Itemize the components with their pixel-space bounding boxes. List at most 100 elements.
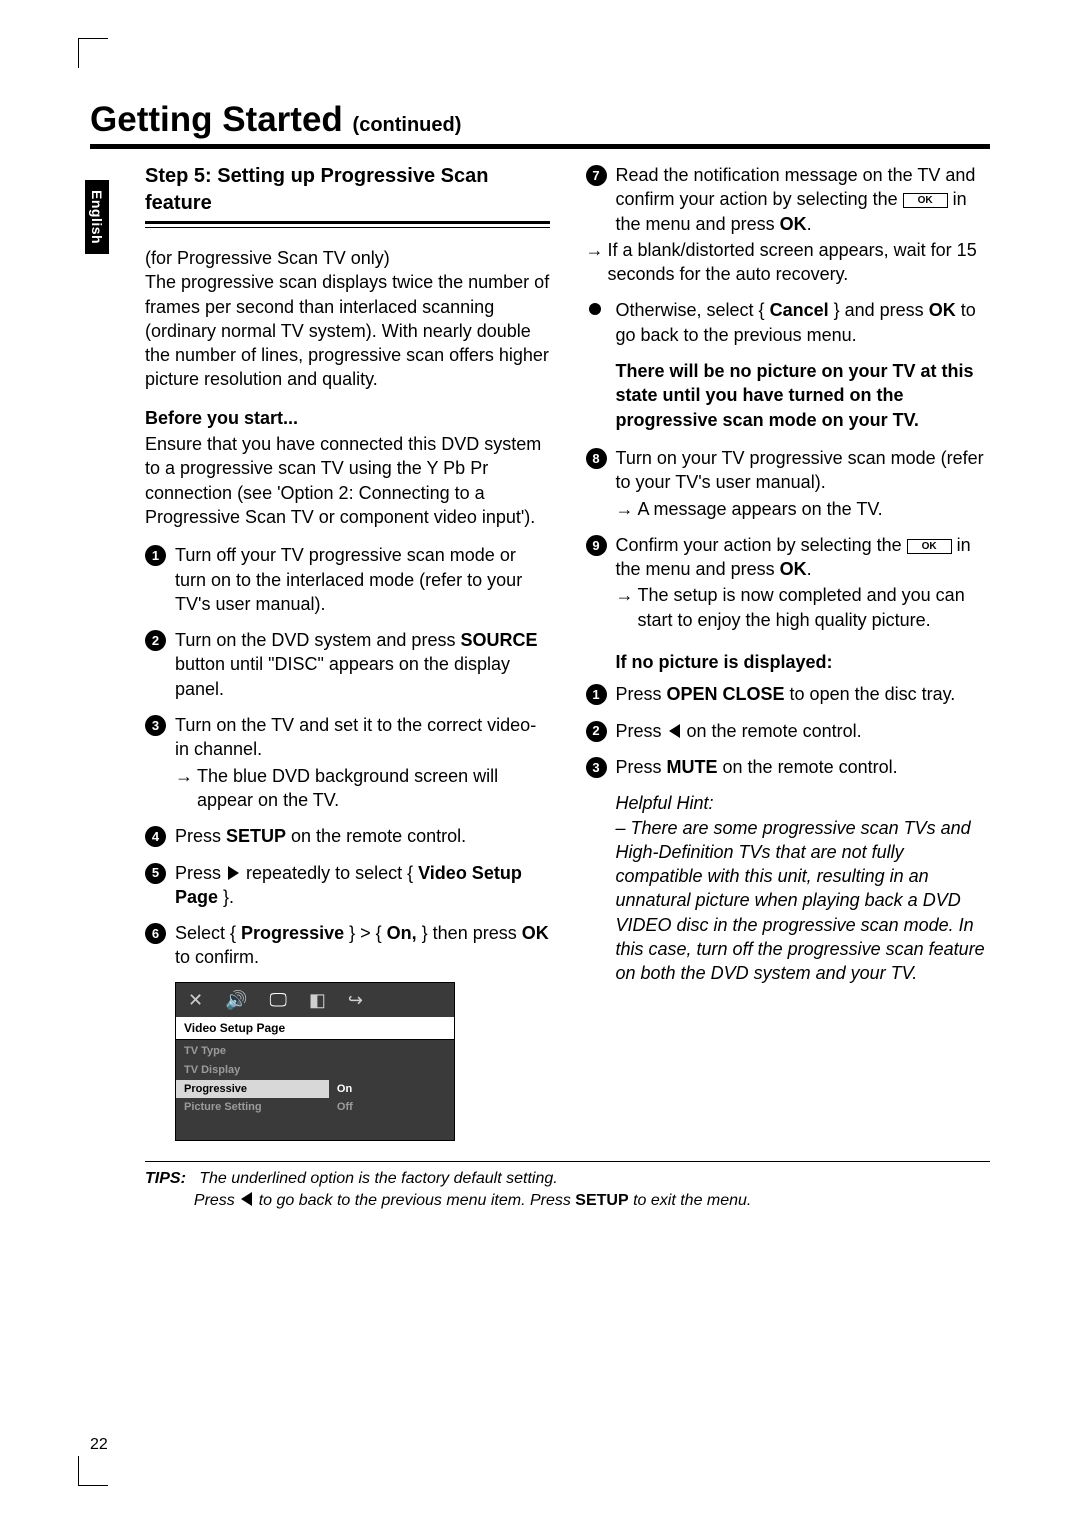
menu-body: TV Type TV Display Progressive Picture S… — [176, 1040, 454, 1140]
step-7-arrow-text: If a blank/distorted screen appears, wai… — [608, 240, 977, 284]
nopic-1: 1 Press OPEN CLOSE to open the disc tray… — [586, 682, 991, 706]
badge-5: 5 — [145, 863, 166, 884]
np1-b: OPEN CLOSE — [667, 684, 785, 704]
np2-b: on the remote control. — [682, 721, 862, 741]
video-icon: 🖵 — [270, 988, 287, 1012]
step-1-text: Turn off your TV progressive scan mode o… — [175, 545, 522, 614]
badge-4: 4 — [145, 826, 166, 847]
tips-block: TIPS: The underlined option is the facto… — [90, 1168, 990, 1213]
step-9-a: Confirm your action by selecting the — [616, 535, 907, 555]
step-7-result: If a blank/distorted screen appears, wai… — [586, 238, 991, 287]
audio-icon: 🔊 — [225, 988, 247, 1012]
no-picture-heading: If no picture is displayed: — [586, 650, 991, 674]
tips-2a: Press — [194, 1192, 239, 1209]
nopic-2: 2 Press on the remote control. — [586, 719, 991, 743]
menu-row-tvtype: TV Type — [176, 1042, 329, 1061]
step-4-a: Press — [175, 826, 226, 846]
bullet-icon — [589, 303, 601, 315]
hint-body: – There are some progressive scan TVs an… — [616, 816, 991, 986]
title-rule — [90, 144, 990, 149]
step-3-result: The blue DVD background screen will appe… — [175, 764, 550, 813]
tools-icon: ✕ — [188, 988, 203, 1012]
step-9-c: OK — [780, 559, 807, 579]
step-6: 6 Select { Progressive } > { On, } then … — [145, 921, 550, 970]
step-7-c: OK — [780, 214, 807, 234]
np3-c: on the remote control. — [718, 757, 898, 777]
before-text: Ensure that you have connected this DVD … — [145, 432, 550, 529]
tips-2c: SETUP — [575, 1192, 628, 1209]
right-arrow-icon — [228, 866, 239, 880]
menu-header: Video Setup Page — [176, 1017, 454, 1040]
step-2-c: button until "DISC" appears on the displ… — [175, 654, 510, 698]
page-number: 22 — [90, 1436, 108, 1454]
step-6-a: Select { — [175, 923, 241, 943]
step-3-text: Turn on the TV and set it to the correct… — [175, 715, 536, 759]
content-columns: Step 5: Setting up Progressive Scan feat… — [90, 163, 990, 1141]
tips-rule — [145, 1161, 990, 1162]
nopic-3: 3 Press MUTE on the remote control. — [586, 755, 991, 779]
bul-d: OK — [929, 300, 956, 320]
crop-mark-bottom-left — [78, 1456, 108, 1486]
badge-7: 7 — [586, 165, 607, 186]
step-6-d: On, — [387, 923, 417, 943]
step-4-b: SETUP — [226, 826, 286, 846]
hint-heading: Helpful Hint: — [616, 791, 991, 815]
tips-line1: The underlined option is the factory def… — [199, 1170, 557, 1187]
step-9: 9 Confirm your action by selecting the O… — [586, 533, 991, 632]
menu-screenshot: ✕ 🔊 🖵 ◧ ↪ Video Setup Page TV Type TV Di… — [175, 982, 455, 1141]
step-5: 5 Press repeatedly to select { Video Set… — [145, 861, 550, 910]
np3-b: MUTE — [667, 757, 718, 777]
badge-6: 6 — [145, 923, 166, 944]
tips-2d: to exit the menu. — [629, 1192, 752, 1209]
badge-3: 3 — [145, 715, 166, 736]
step-2: 2 Turn on the DVD system and press SOURC… — [145, 628, 550, 701]
tips-label: TIPS: — [145, 1170, 186, 1187]
step-8: 8 Turn on your TV progressive scan mode … — [586, 446, 991, 521]
ok-box-icon-2: OK — [907, 539, 952, 554]
cancel-bullet: Otherwise, select { Cancel } and press O… — [586, 298, 991, 347]
left-column: Step 5: Setting up Progressive Scan feat… — [145, 163, 550, 1141]
step-7-d: . — [807, 214, 812, 234]
menu-spacer — [329, 1042, 454, 1061]
step-underline — [145, 221, 550, 228]
badge-8: 8 — [586, 448, 607, 469]
pref-icon: ◧ — [309, 988, 326, 1012]
left-arrow-icon-2 — [241, 1192, 252, 1206]
exit-icon: ↪ — [348, 988, 363, 1012]
menu-spacer2 — [329, 1061, 454, 1080]
menu-row-picture: Picture Setting — [176, 1098, 329, 1117]
warning-block: There will be no picture on your TV at t… — [586, 359, 991, 432]
step-4: 4 Press SETUP on the remote control. — [145, 824, 550, 848]
crop-mark-top-left — [78, 38, 108, 68]
np1-a: Press — [616, 684, 667, 704]
step-6-g: to confirm. — [175, 947, 259, 967]
left-arrow-icon — [669, 724, 680, 738]
step-9-d: . — [807, 559, 812, 579]
menu-row-tvdisplay: TV Display — [176, 1061, 329, 1080]
badge-9: 9 — [586, 535, 607, 556]
menu-right-col: On Off — [329, 1040, 454, 1140]
step-6-c: } > { — [344, 923, 387, 943]
ok-box-icon: OK — [903, 193, 948, 208]
step-3: 3 Turn on the TV and set it to the corre… — [145, 713, 550, 812]
step-7: 7 Read the notification message on the T… — [586, 163, 991, 286]
np3-a: Press — [616, 757, 667, 777]
np2-a: Press — [616, 721, 667, 741]
bul-a: Otherwise, select { — [616, 300, 770, 320]
title-main: Getting Started — [90, 100, 343, 139]
badge-np1: 1 — [586, 684, 607, 705]
badge-np2: 2 — [586, 721, 607, 742]
page-title: Getting Started (continued) — [90, 100, 990, 140]
menu-row-off: Off — [329, 1098, 454, 1117]
menu-row-progressive: Progressive — [176, 1080, 329, 1099]
step-5-d: }. — [218, 887, 234, 907]
step-5-a: Press — [175, 863, 226, 883]
step-5-b: repeatedly to select { — [241, 863, 418, 883]
step-1: 1 Turn off your TV progressive scan mode… — [145, 543, 550, 616]
badge-2: 2 — [145, 630, 166, 651]
menu-left-col: TV Type TV Display Progressive Picture S… — [176, 1040, 329, 1140]
step-8-result: A message appears on the TV. — [616, 497, 991, 521]
step-8-text: Turn on your TV progressive scan mode (r… — [616, 448, 984, 492]
step-6-f: OK — [522, 923, 549, 943]
helpful-hint: Helpful Hint: – There are some progressi… — [586, 791, 991, 985]
